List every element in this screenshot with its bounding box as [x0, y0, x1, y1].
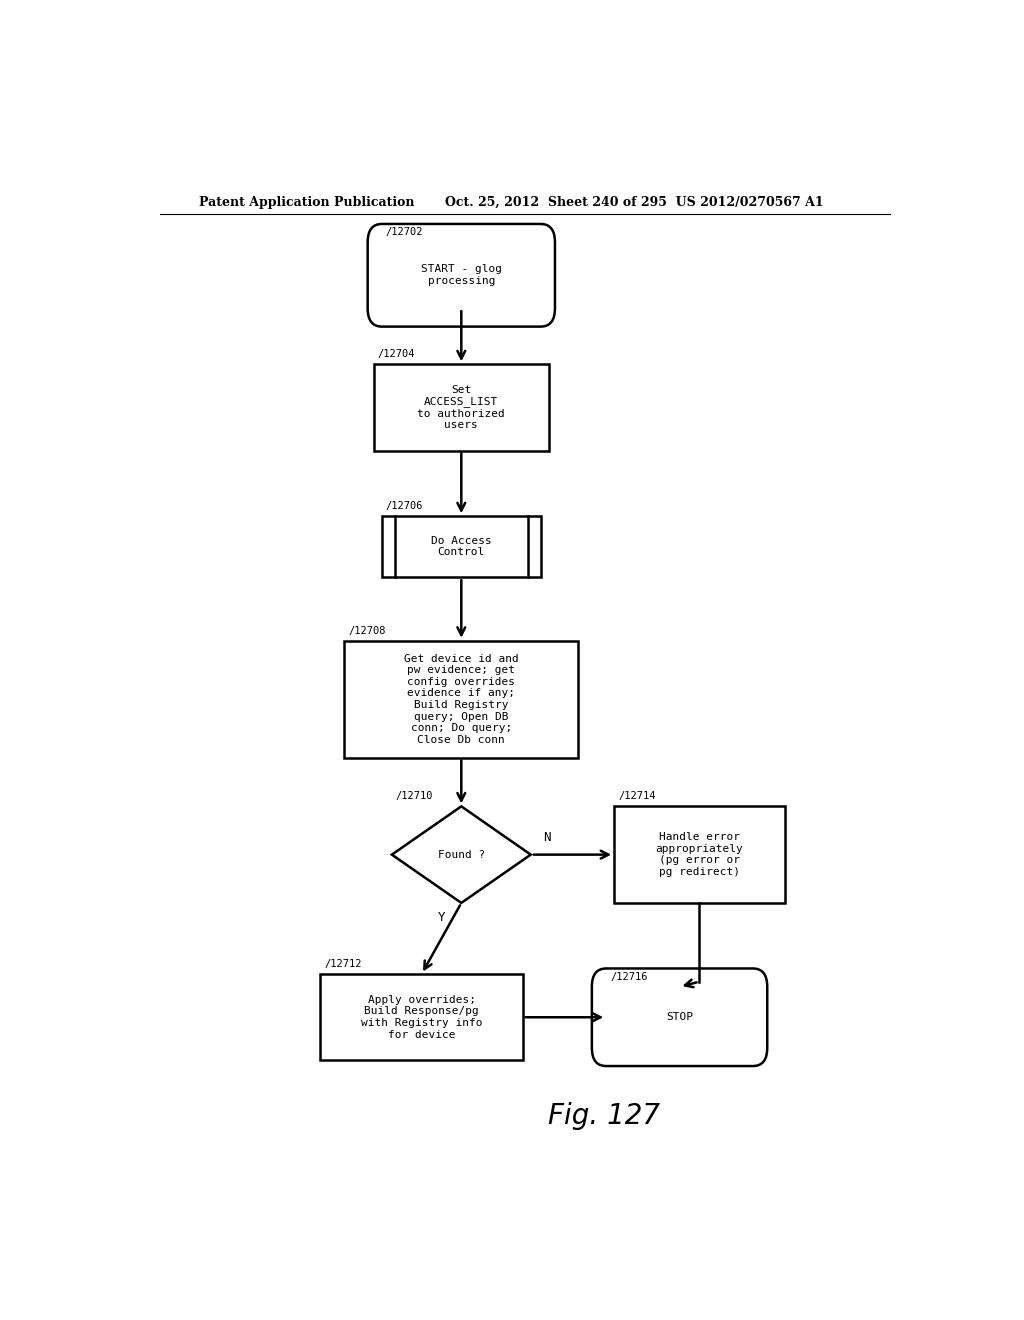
Bar: [321, 974, 523, 1060]
Text: /12710: /12710: [396, 791, 433, 801]
Text: STOP: STOP: [666, 1012, 693, 1022]
Bar: [344, 640, 579, 758]
Text: START - glog
processing: START - glog processing: [421, 264, 502, 286]
Bar: [614, 807, 784, 903]
Text: N: N: [543, 832, 550, 845]
Text: /12708: /12708: [348, 626, 386, 636]
Text: /12704: /12704: [378, 348, 416, 359]
Text: Get device id and
pw evidence; get
config overrides
evidence if any;
Build Regis: Get device id and pw evidence; get confi…: [403, 653, 519, 744]
Text: /12712: /12712: [325, 958, 361, 969]
Text: /12716: /12716: [610, 972, 647, 982]
Text: Do Access
Control: Do Access Control: [431, 536, 492, 557]
Text: Apply overrides;
Build Response/pg
with Registry info
for device: Apply overrides; Build Response/pg with …: [360, 995, 482, 1040]
Bar: [382, 516, 541, 577]
Text: Y: Y: [438, 911, 445, 924]
FancyBboxPatch shape: [592, 969, 767, 1067]
Text: Handle error
appropriately
(pg error or
pg redirect): Handle error appropriately (pg error or …: [655, 832, 743, 876]
FancyBboxPatch shape: [368, 224, 555, 326]
Text: Patent Application Publication: Patent Application Publication: [200, 195, 415, 209]
Text: /12714: /12714: [618, 791, 655, 801]
Text: Oct. 25, 2012  Sheet 240 of 295  US 2012/0270567 A1: Oct. 25, 2012 Sheet 240 of 295 US 2012/0…: [445, 195, 824, 209]
Text: Found ?: Found ?: [437, 850, 485, 859]
Text: Set
ACCESS_LIST
to authorized
users: Set ACCESS_LIST to authorized users: [418, 384, 505, 430]
Bar: [374, 364, 549, 450]
Text: Fig. 127: Fig. 127: [548, 1102, 660, 1130]
Polygon shape: [392, 807, 530, 903]
Text: /12702: /12702: [386, 227, 423, 238]
Text: /12706: /12706: [386, 502, 423, 511]
